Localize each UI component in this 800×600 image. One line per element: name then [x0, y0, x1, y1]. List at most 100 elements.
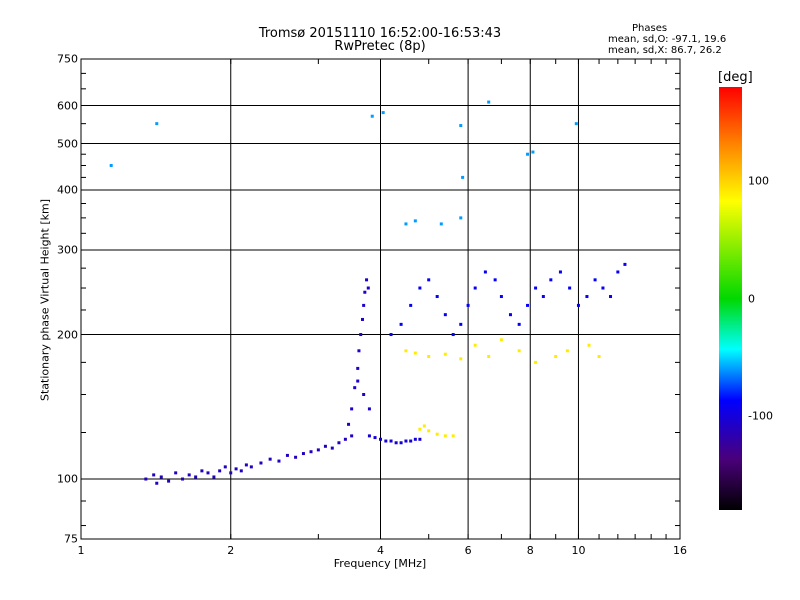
x-axis-label: Frequency [MHz] [333, 557, 427, 570]
colorbar-tick-label: -100 [748, 409, 773, 423]
echo-point [244, 463, 248, 467]
echo-point [167, 479, 171, 483]
echo-point [181, 477, 185, 481]
echo-point [443, 434, 447, 438]
echo-point [422, 424, 426, 428]
echo-point [155, 481, 159, 485]
echo-point [435, 432, 439, 436]
echo-point [350, 407, 354, 411]
echo-point [294, 455, 298, 459]
echo-point [194, 475, 198, 479]
colorbar-tick-label: 0 [748, 292, 755, 305]
echo-point [277, 459, 281, 463]
echo-point [404, 222, 408, 226]
echo-point [413, 437, 417, 441]
echo-point [443, 352, 447, 356]
echo-point [379, 437, 382, 441]
echo-point [159, 475, 163, 479]
echo-point [574, 122, 578, 126]
echo-point [353, 386, 357, 390]
echo-point [427, 354, 431, 358]
echo-point [413, 219, 417, 223]
echo-point [366, 286, 370, 290]
echo-point [487, 354, 491, 358]
echo-point [200, 469, 204, 473]
echo-point [549, 278, 553, 282]
echo-point [144, 477, 148, 481]
echo-point [373, 436, 377, 440]
echo-point [499, 295, 503, 299]
echo-point [418, 427, 422, 431]
scatter-points [109, 100, 627, 485]
echo-point [109, 163, 113, 167]
echo-point [409, 439, 413, 443]
echo-point [370, 114, 374, 118]
echo-point [399, 441, 403, 445]
echo-point [360, 317, 364, 321]
echo-point [473, 286, 477, 290]
echo-point [508, 313, 512, 317]
echo-point [394, 441, 398, 445]
plot-frame [80, 58, 681, 540]
echo-point [399, 322, 403, 326]
y-tick-label: 75 [64, 532, 78, 546]
echo-point [435, 295, 439, 299]
echo-point [301, 452, 305, 456]
echo-point [362, 393, 366, 397]
echo-point [526, 152, 530, 156]
echo-point [565, 349, 569, 353]
echo-point [483, 270, 487, 274]
y-tick-label: 750 [57, 52, 78, 66]
echo-point [451, 434, 455, 438]
echo-point [443, 313, 447, 317]
echo-point [585, 295, 589, 299]
echo-point [389, 333, 393, 337]
phase-colorbar [719, 87, 742, 510]
colorbar-unit: [deg] [718, 70, 753, 85]
echo-point [404, 439, 408, 443]
echo-point [268, 457, 272, 461]
echo-point [212, 475, 216, 479]
y-tick-label: 400 [57, 183, 78, 197]
echo-point [576, 303, 580, 307]
echo-point [593, 278, 597, 282]
echo-point [623, 262, 627, 266]
echo-point [459, 124, 463, 128]
echo-point [323, 444, 327, 448]
echo-point [389, 439, 393, 443]
echo-point [343, 437, 347, 441]
echo-point [461, 175, 465, 179]
x-tick-label: 1 [77, 544, 85, 557]
echo-point [229, 471, 233, 475]
echo-point [487, 100, 491, 104]
phase-stats-o-mode: mean, sd,O: -97.1, 19.6 [608, 34, 727, 45]
echo-point [616, 270, 620, 274]
echo-point [466, 303, 470, 307]
echo-point [526, 303, 530, 307]
echo-point [459, 322, 463, 326]
echo-point [356, 379, 360, 383]
y-tick-label: 200 [57, 328, 78, 342]
echo-point [601, 286, 605, 290]
echo-point [427, 429, 431, 433]
echo-point [234, 467, 238, 471]
echo-point [249, 465, 253, 469]
y-tick-label: 500 [57, 137, 78, 151]
echo-point [534, 286, 538, 290]
chart-title: Tromsø 20151110 16:52:00-16:53:43 [258, 26, 502, 41]
echo-point [152, 473, 156, 477]
echo-point [309, 450, 313, 454]
echo-point [367, 434, 371, 438]
echo-point [259, 461, 263, 465]
x-tick-label: 8 [526, 544, 534, 557]
echo-point [239, 469, 243, 473]
echo-point [347, 422, 351, 426]
echo-point [316, 448, 320, 452]
echo-point [404, 349, 408, 353]
plot-border [80, 58, 681, 540]
echo-point [359, 333, 363, 337]
echo-point [517, 322, 521, 326]
y-tick-label: 100 [57, 472, 78, 486]
colorbar-tick-label: 100 [748, 174, 769, 188]
